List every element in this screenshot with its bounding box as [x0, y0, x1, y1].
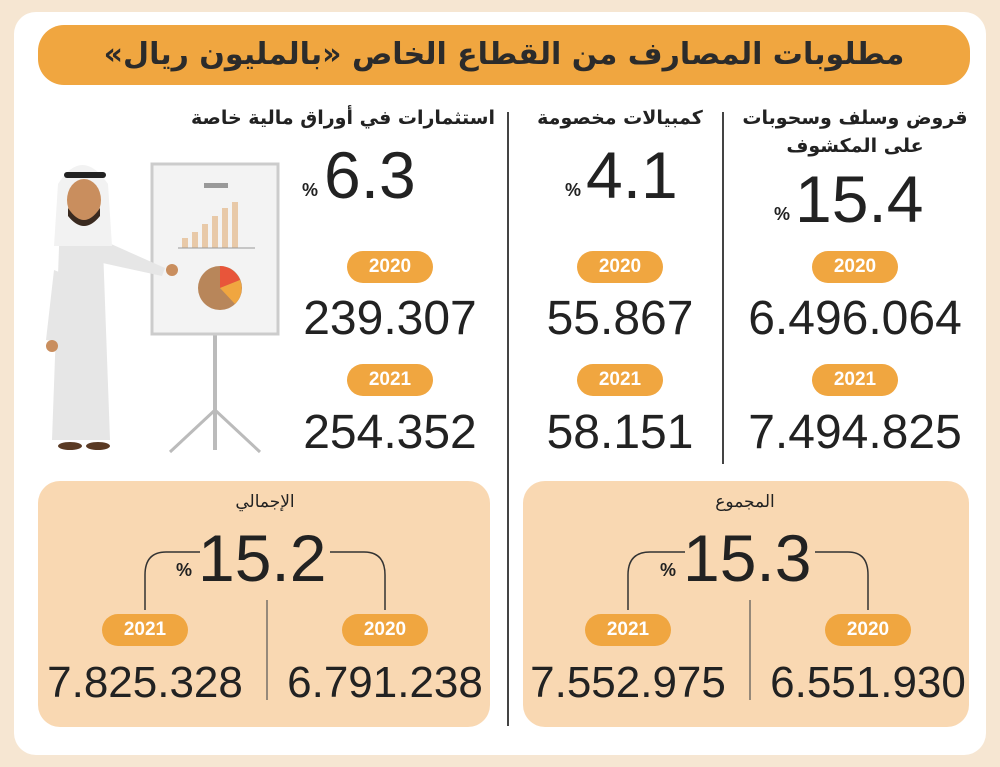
year-pill: 2021 [102, 614, 188, 646]
change: 15.4 [795, 162, 924, 236]
year-pill: 2020 [342, 614, 428, 646]
value: 254.352 [303, 406, 477, 459]
unit: % [176, 560, 193, 580]
column-title: استثمارات في أوراق مالية خاصة [190, 107, 495, 129]
change: 15.3 [683, 521, 812, 595]
value: 58.151 [546, 406, 694, 459]
total-title: الإجمالي [235, 492, 295, 512]
unit: % [565, 180, 582, 200]
change: 4.1 [586, 138, 678, 212]
unit: % [302, 180, 319, 200]
total-box [38, 481, 490, 727]
connector [144, 551, 200, 610]
year-pill: 2020 [825, 614, 911, 646]
year-pill: 2021 [577, 364, 663, 396]
connector [330, 551, 386, 610]
value: 7.825.328 [47, 658, 243, 707]
man [46, 165, 178, 450]
total-title: المجموع [715, 492, 775, 512]
illustration [46, 162, 280, 454]
divider [722, 112, 724, 464]
easel [150, 162, 280, 454]
year-pill: 2020 [347, 251, 433, 283]
value: 6.551.930 [770, 658, 966, 707]
unit: % [660, 560, 677, 580]
year-pill: 2020 [577, 251, 663, 283]
value: 55.867 [546, 292, 694, 345]
divider [507, 112, 509, 726]
year-pill: 2020 [812, 251, 898, 283]
total-box [523, 481, 969, 727]
value: 6.791.238 [287, 658, 483, 707]
year-pill: 2021 [585, 614, 671, 646]
value: 7.494.825 [748, 406, 962, 459]
year-pill: 2021 [347, 364, 433, 396]
unit: % [774, 204, 791, 224]
value: 7.552.975 [530, 658, 726, 707]
column-title: قروض وسلف وسحوبات على المكشوف [742, 107, 968, 157]
connector [627, 551, 685, 610]
column-title: كمبيالات مخصومة [537, 107, 703, 129]
change: 6.3 [324, 138, 416, 212]
change: 15.2 [198, 521, 327, 595]
year-pill: 2021 [812, 364, 898, 396]
value: 239.307 [303, 292, 477, 345]
value: 6.496.064 [748, 292, 962, 345]
title: مطلوبات المصارف من القطاع الخاص «بالمليو… [38, 25, 970, 85]
connector [815, 551, 869, 610]
